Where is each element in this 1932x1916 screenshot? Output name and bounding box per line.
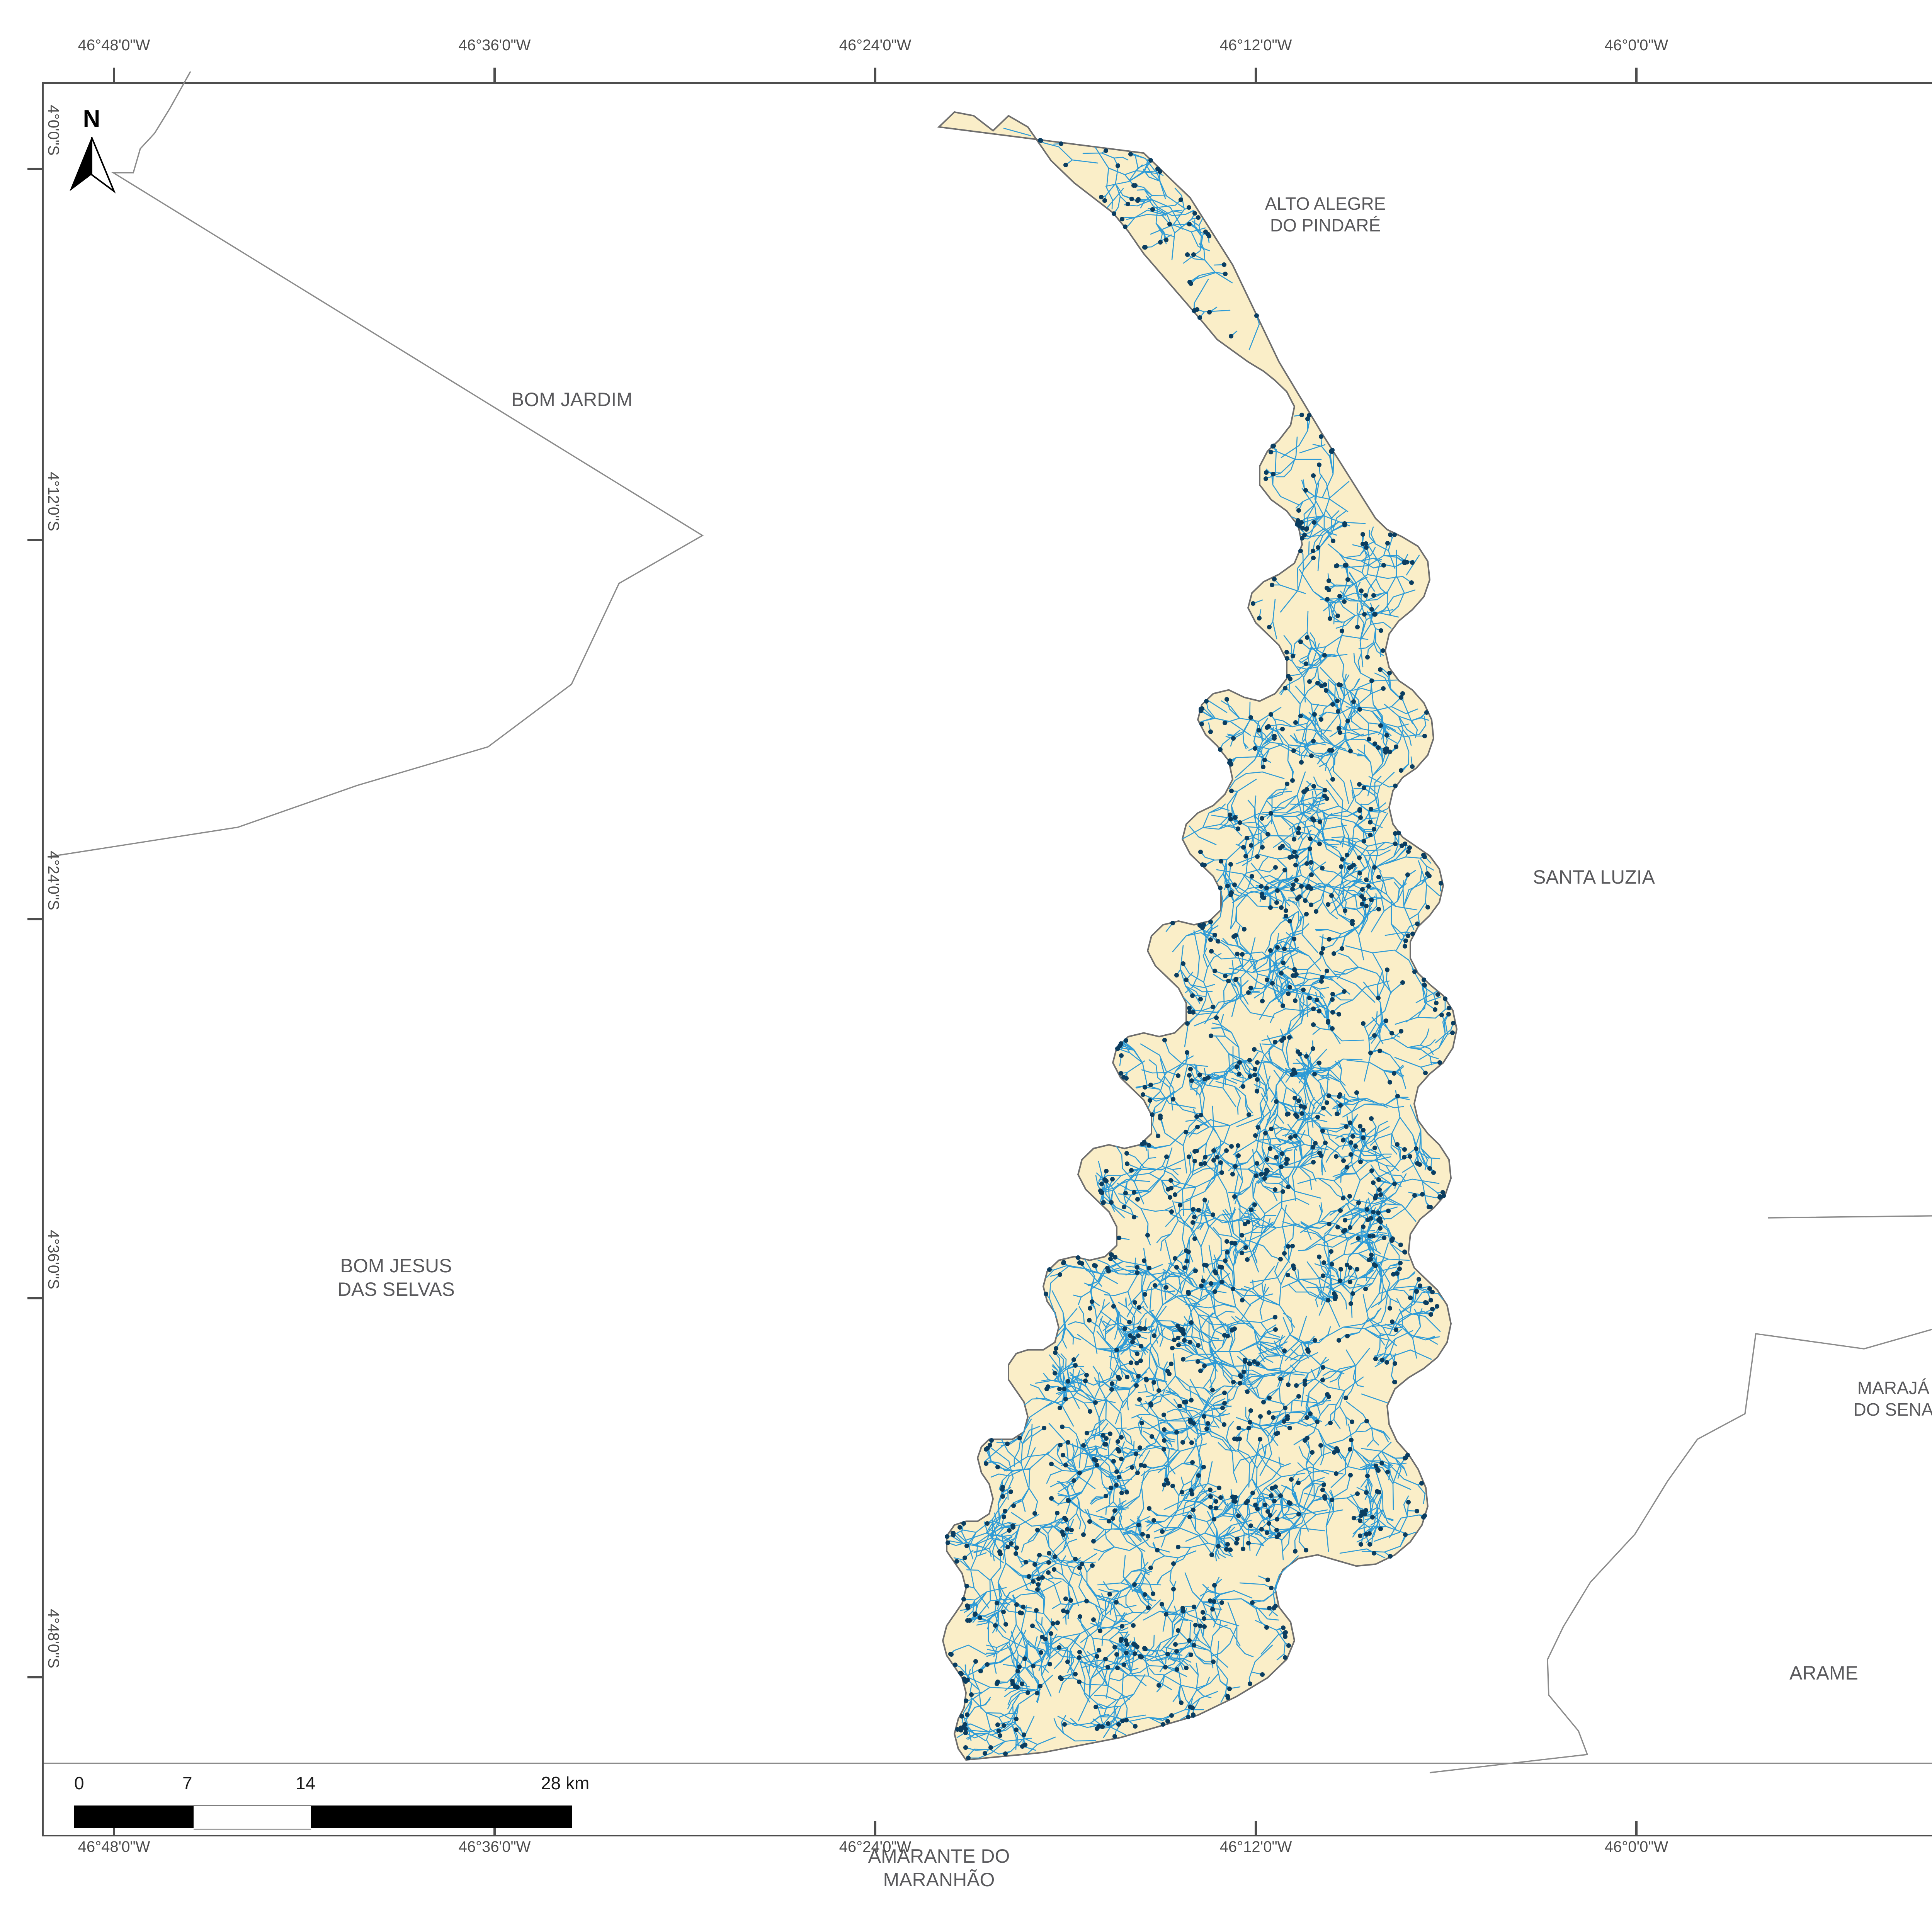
svg-text:N: N — [83, 108, 100, 132]
